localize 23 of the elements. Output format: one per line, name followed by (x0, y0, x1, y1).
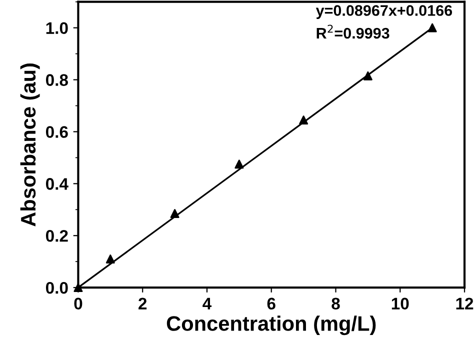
y-tick-label: 0.8 (46, 74, 68, 86)
annotation: R$^{2}$=0.9993 (316, 24, 390, 39)
x-tick-label: 8 (332, 298, 340, 310)
x-tick-label: 4 (202, 298, 212, 310)
point (299, 116, 308, 125)
x-tick-label: 0 (74, 298, 82, 310)
point (170, 209, 180, 218)
y-tick-label: 0.2 (46, 230, 68, 242)
point (363, 71, 372, 80)
x-tick-label: 6 (267, 298, 276, 310)
point (428, 23, 437, 32)
y-tick-label: 0.6 (46, 126, 68, 138)
point (234, 160, 244, 169)
x-axis-title: Concentration (mg/L) (166, 316, 376, 336)
y-tick-label: 0.4 (46, 178, 68, 190)
annotation: y=0.08967x+0.0166 (316, 5, 452, 19)
y-axis-title: Absorbance (au) (20, 64, 40, 226)
y-tick-label: 0.0 (46, 282, 68, 294)
y-tick-label: 1.0 (46, 22, 68, 34)
x-tick-label: 10 (392, 298, 409, 310)
point (106, 254, 115, 264)
x-tick-label: 12 (456, 298, 474, 310)
x-tick-label: 2 (138, 298, 147, 310)
